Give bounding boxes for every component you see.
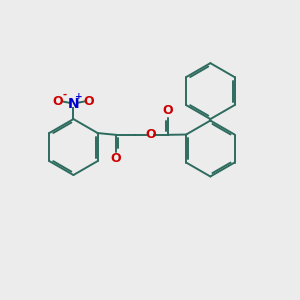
Text: O: O <box>83 95 94 108</box>
Text: -: - <box>62 90 67 100</box>
Text: O: O <box>111 152 121 166</box>
Text: O: O <box>145 128 156 141</box>
Text: N: N <box>68 97 79 111</box>
Text: O: O <box>163 104 173 117</box>
Text: +: + <box>75 92 82 101</box>
Text: O: O <box>53 95 63 108</box>
